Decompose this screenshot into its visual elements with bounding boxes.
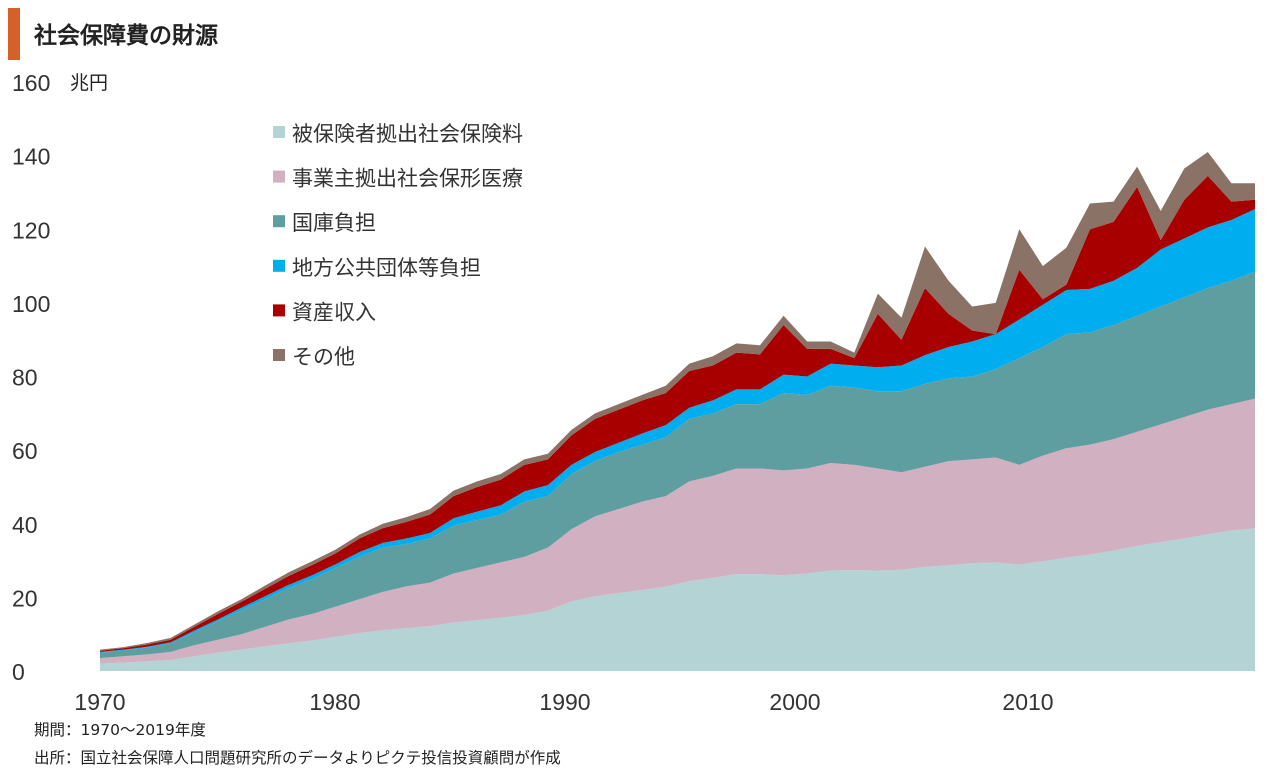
y-tick-label: 120: [12, 217, 50, 243]
x-tick-label: 1970: [74, 689, 125, 715]
x-tick-label: 2010: [1002, 689, 1053, 715]
legend-label: その他: [292, 345, 355, 369]
legend-swatch: [273, 349, 285, 361]
y-tick-label: 60: [12, 438, 38, 464]
legend-item: 地方公共団体等負担: [273, 256, 481, 280]
legend-label: 資産収入: [292, 300, 376, 324]
legend-item: 被保険者拠出社会保険料: [273, 122, 523, 146]
y-tick-label: 40: [12, 512, 38, 538]
footer-source: 出所：国立社会保障人口問題研究所のデータよりピクテ投信投資顧問が作成: [34, 749, 561, 767]
area-series-group: [100, 151, 1255, 671]
legend-swatch: [273, 304, 285, 317]
y-tick-label: 140: [12, 144, 50, 170]
legend-swatch: [273, 215, 285, 228]
area-series-6: [100, 151, 1255, 651]
area-series-1: [100, 528, 1255, 671]
legend-item: 国庫負担: [273, 211, 376, 235]
legend-label: 事業主拠出社会保形医療: [292, 167, 523, 191]
y-tick-label: 20: [12, 585, 38, 611]
legend-item: 資産収入: [273, 300, 376, 324]
y-axis-ticks: 0 20 40 60 80 100 120 140 160: [12, 70, 50, 685]
legend-item: 事業主拠出社会保形医療: [273, 167, 523, 191]
area-series-5: [100, 175, 1255, 652]
area-series-2: [100, 398, 1255, 664]
area-series-3: [100, 271, 1255, 659]
x-axis-ticks: 1970 1980 1990 2000 2010: [74, 689, 1053, 715]
y-tick-label: 80: [12, 365, 38, 391]
x-tick-label: 2000: [769, 689, 820, 715]
legend-label: 地方公共団体等負担: [292, 256, 481, 280]
legend-swatch: [273, 170, 285, 183]
y-tick-label: 0: [12, 659, 25, 685]
y-axis-unit-label: 兆円: [70, 72, 109, 94]
title-accent-bar: [8, 8, 20, 60]
chart-title: 社会保障費の財源: [34, 23, 218, 49]
legend-label: 被保険者拠出社会保険料: [292, 122, 523, 146]
x-tick-label: 1990: [539, 689, 590, 715]
y-tick-label: 160: [12, 70, 50, 96]
y-tick-label: 100: [12, 291, 50, 317]
legend: 被保険者拠出社会保険料事業主拠出社会保形医療国庫負担地方公共団体等負担資産収入そ…: [273, 122, 523, 369]
legend-label: 国庫負担: [292, 211, 376, 235]
legend-item: その他: [273, 345, 355, 369]
footer-period: 期間：1970～2019年度: [34, 721, 206, 739]
legend-swatch: [273, 126, 285, 138]
x-tick-label: 1980: [309, 689, 360, 715]
legend-swatch: [273, 259, 285, 272]
